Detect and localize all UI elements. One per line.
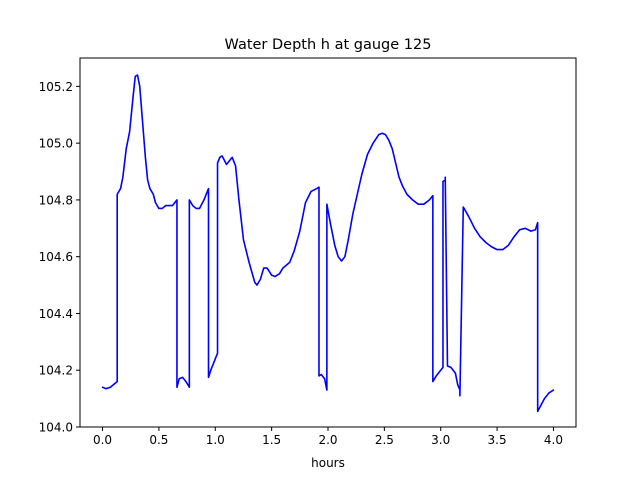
chart-title: Water Depth h at gauge 125 — [225, 37, 432, 53]
y-tick-label: 104.6 — [39, 250, 73, 264]
x-tick-label: 2.5 — [375, 433, 394, 447]
x-axis-label: hours — [311, 456, 345, 470]
x-tick-label: 3.0 — [431, 433, 450, 447]
series-line — [101, 74, 555, 413]
x-tick-label: 2.0 — [318, 433, 337, 447]
y-tick-label: 104.2 — [39, 364, 73, 378]
y-tick-label: 104.8 — [39, 193, 73, 207]
y-tick-label: 105.2 — [39, 80, 73, 94]
series-layer — [101, 74, 555, 413]
y-tick-label: 105.0 — [39, 137, 73, 151]
y-tick-label: 104.0 — [39, 421, 73, 435]
x-tick-label: 0.0 — [93, 433, 112, 447]
ticks-layer: 0.0 0.5 1.0 1.5 2.0 2.5 3.0 3.5 4.0 104.0 104.2 104… — [39, 80, 563, 447]
x-tick-label: 1.0 — [206, 433, 225, 447]
x-tick-label: 3.5 — [488, 433, 507, 447]
x-tick-label: 0.5 — [149, 433, 168, 447]
plot-area-frame — [79, 57, 577, 428]
x-tick-label: 1.5 — [262, 433, 281, 447]
x-tick-label: 4.0 — [544, 433, 563, 447]
y-tick-label: 104.4 — [39, 307, 73, 321]
